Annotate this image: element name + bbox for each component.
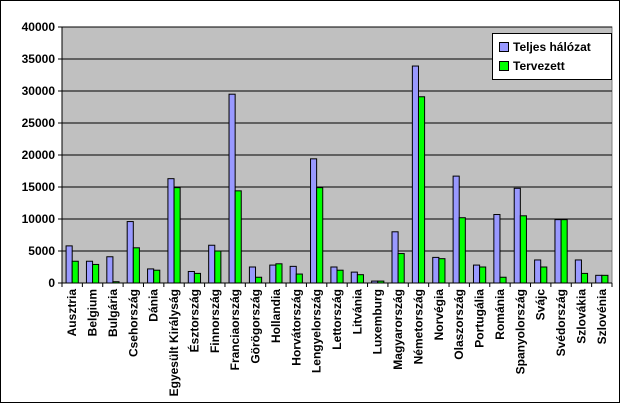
bar-teljes xyxy=(147,268,155,284)
bar-teljes xyxy=(289,265,297,284)
bar-teljes xyxy=(330,266,338,284)
bar-teljes xyxy=(534,259,542,284)
bar-tervezett xyxy=(519,215,527,284)
bar-tervezett xyxy=(112,281,120,284)
x-tick-label: Szlovénia xyxy=(595,289,609,345)
bar-tervezett xyxy=(479,266,487,284)
x-tick-label: Spanyolország xyxy=(513,289,527,374)
bar-tervezett xyxy=(71,260,79,284)
x-tick-label: Németország xyxy=(411,289,425,364)
x-tick-label: Belgium xyxy=(86,289,100,336)
bar-teljes xyxy=(595,274,603,284)
bar-tervezett xyxy=(173,187,181,284)
bar-teljes xyxy=(554,219,562,284)
legend-item-tervezett: Tervezett xyxy=(499,56,605,75)
y-tick-label: 25000 xyxy=(22,116,56,130)
y-tick-label: 35000 xyxy=(22,52,56,66)
bar-teljes xyxy=(513,187,521,284)
x-tick-label: Lengyelország xyxy=(310,289,324,373)
bar-teljes xyxy=(228,93,236,284)
bar-teljes xyxy=(85,260,94,284)
bar-teljes xyxy=(452,175,460,284)
bar-tervezett xyxy=(153,269,161,284)
bar-tervezett xyxy=(499,276,507,284)
bar-tervezett xyxy=(540,266,548,284)
bar-teljes xyxy=(391,231,399,284)
x-tick-label: Litvánia xyxy=(350,289,364,335)
x-tick-label: Portugália xyxy=(473,289,487,348)
x-tick-label: Hollandia xyxy=(269,289,283,343)
x-tick-label: Románia xyxy=(493,289,507,340)
x-tick-label: Görögország xyxy=(249,289,263,364)
y-tick-label: 15000 xyxy=(22,180,56,194)
bar-teljes xyxy=(65,245,73,284)
bar-tervezett xyxy=(377,280,385,284)
x-tick-label: Svédország xyxy=(554,289,568,356)
x-tick-label: Észtország xyxy=(186,289,201,352)
x-tick-label: Csehország xyxy=(126,289,140,357)
bar-teljes xyxy=(106,256,114,284)
bar-tervezett xyxy=(336,269,344,284)
bar-tervezett xyxy=(397,253,405,284)
bar-teljes xyxy=(493,214,501,284)
bar-tervezett xyxy=(275,263,283,284)
y-tick-label: 0 xyxy=(48,276,55,290)
x-tick-label: Magyarország xyxy=(391,289,405,370)
bar-tervezett xyxy=(132,247,140,284)
x-tick-label: Luxemburg xyxy=(371,289,385,354)
bar-teljes xyxy=(432,256,440,284)
x-tick-label: Bulgária xyxy=(106,289,120,337)
x-tick-label: Dánia xyxy=(147,289,161,322)
x-tick-label: Egyesült Királyság xyxy=(167,289,181,396)
bar-tervezett xyxy=(255,276,263,284)
bar-teljes xyxy=(472,264,481,284)
bar-teljes xyxy=(574,259,582,284)
bar-teljes xyxy=(187,270,195,284)
y-tick-label: 10000 xyxy=(22,212,56,226)
x-tick-label: Finnország xyxy=(208,289,222,353)
bar-tervezett xyxy=(356,274,364,284)
bar-teljes xyxy=(126,221,134,284)
bar-teljes xyxy=(310,158,318,284)
legend-item-teljes: Teljes hálózat xyxy=(499,37,605,56)
legend-swatch-teljes xyxy=(499,41,509,52)
y-tick-label: 40000 xyxy=(22,20,56,34)
bar-teljes xyxy=(350,271,358,284)
y-tick-label: 20000 xyxy=(22,148,56,162)
legend-label: Tervezett xyxy=(513,58,565,73)
bar-tervezett xyxy=(92,263,100,284)
x-tick-label: Lettország xyxy=(330,289,344,350)
bar-tervezett xyxy=(601,274,609,284)
bar-tervezett xyxy=(193,272,202,284)
y-tick-label: 30000 xyxy=(22,84,56,98)
bar-tervezett xyxy=(316,187,324,284)
x-tick-label: Szlovákia xyxy=(574,289,588,344)
bar-tervezett xyxy=(438,258,446,284)
bar-teljes xyxy=(208,244,216,284)
bar-teljes xyxy=(371,280,379,284)
bar-tervezett xyxy=(295,273,303,284)
x-tick-label: Svájc xyxy=(534,289,548,321)
legend: Teljes hálózat Tervezett xyxy=(492,33,612,80)
y-tick-label: 5000 xyxy=(28,244,55,258)
bar-tervezett xyxy=(214,250,222,284)
bar-teljes xyxy=(411,65,419,284)
bar-teljes xyxy=(269,264,277,284)
bar-tervezett xyxy=(234,190,242,284)
bar-tervezett xyxy=(417,96,426,284)
x-tick-label: Olaszország xyxy=(452,289,466,360)
x-tick-label: Horvátország xyxy=(289,289,303,366)
x-tick-label: Norvégia xyxy=(432,289,446,341)
x-tick-label: Ausztria xyxy=(65,289,79,337)
x-tick-label: Franciaország xyxy=(228,289,242,370)
legend-swatch-tervezett xyxy=(499,60,509,71)
legend-label: Teljes hálózat xyxy=(513,39,591,54)
bar-teljes xyxy=(167,178,175,284)
bar-tervezett xyxy=(458,217,466,284)
bar-teljes xyxy=(248,266,257,284)
bar-tervezett xyxy=(560,219,568,284)
bar-tervezett xyxy=(580,272,589,284)
